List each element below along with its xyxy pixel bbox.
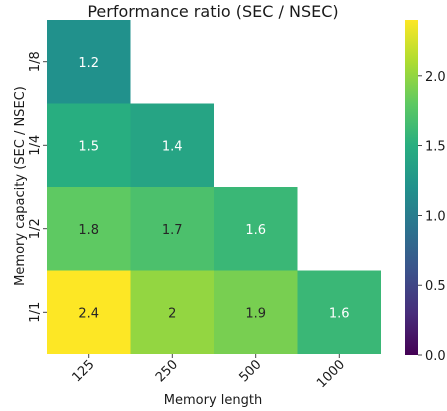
y-tick-label: 1/2 [28,218,43,239]
heatmap-cell [47,103,131,187]
y-tick-label: 1/8 [28,51,43,72]
y-tick-label: 1/4 [28,135,43,156]
cell-value-label: 1.9 [245,306,266,321]
cell-value-label: 1.4 [162,139,183,154]
colorbar-tick-label: 2.0 [425,70,446,85]
colorbar-tick-label: 0.5 [425,279,446,294]
heatmap-cell [297,270,381,354]
cell-value-label: 1.7 [162,223,183,238]
colorbar-gradient [405,20,418,355]
colorbar: 0.0 0.5 1.0 1.5 2.0 [405,20,446,364]
x-tick-labels: 125 250 500 1000 [69,354,348,391]
colorbar-ticks: 0.0 0.5 1.0 1.5 2.0 [418,70,446,364]
heatmap-cell [47,20,131,104]
cell-value-label: 1.2 [78,56,99,71]
colorbar-tick-label: 0.0 [425,349,446,364]
x-tick-label: 250 [153,357,181,385]
x-tick-label: 125 [69,357,97,385]
colorbar-tick-label: 1.5 [425,140,446,155]
chart-title: Performance ratio (SEC / NSEC) [87,2,338,21]
y-axis-label: Memory capacity (SEC / NSEC) [13,86,28,286]
cell-value-label: 1.8 [78,223,99,238]
colorbar-tick-label: 1.0 [425,209,446,224]
cell-value-label: 2 [168,306,176,321]
heatmap-cell [130,187,214,271]
x-tick-label: 500 [236,357,264,385]
heatmap-cell [130,103,214,187]
cell-value-label: 1.5 [78,139,99,154]
heatmap-cells: 1.2 1.5 1.4 1.8 1.7 1.6 2.4 2 1.9 1.6 [47,20,381,354]
y-tick-labels: 1/8 1/4 1/2 1/1 [28,51,47,323]
heatmap-cell [130,270,214,354]
x-axis-label: Memory length [164,393,262,408]
y-tick-label: 1/1 [28,302,43,323]
heatmap-cell [214,270,298,354]
cell-value-label: 2.4 [78,306,99,321]
cell-value-label: 1.6 [329,306,350,321]
heatmap-cell [214,187,298,271]
cell-value-label: 1.6 [245,223,266,238]
heatmap-cell [47,187,131,271]
x-tick-label: 1000 [314,357,348,391]
heatmap-cell [47,270,131,354]
